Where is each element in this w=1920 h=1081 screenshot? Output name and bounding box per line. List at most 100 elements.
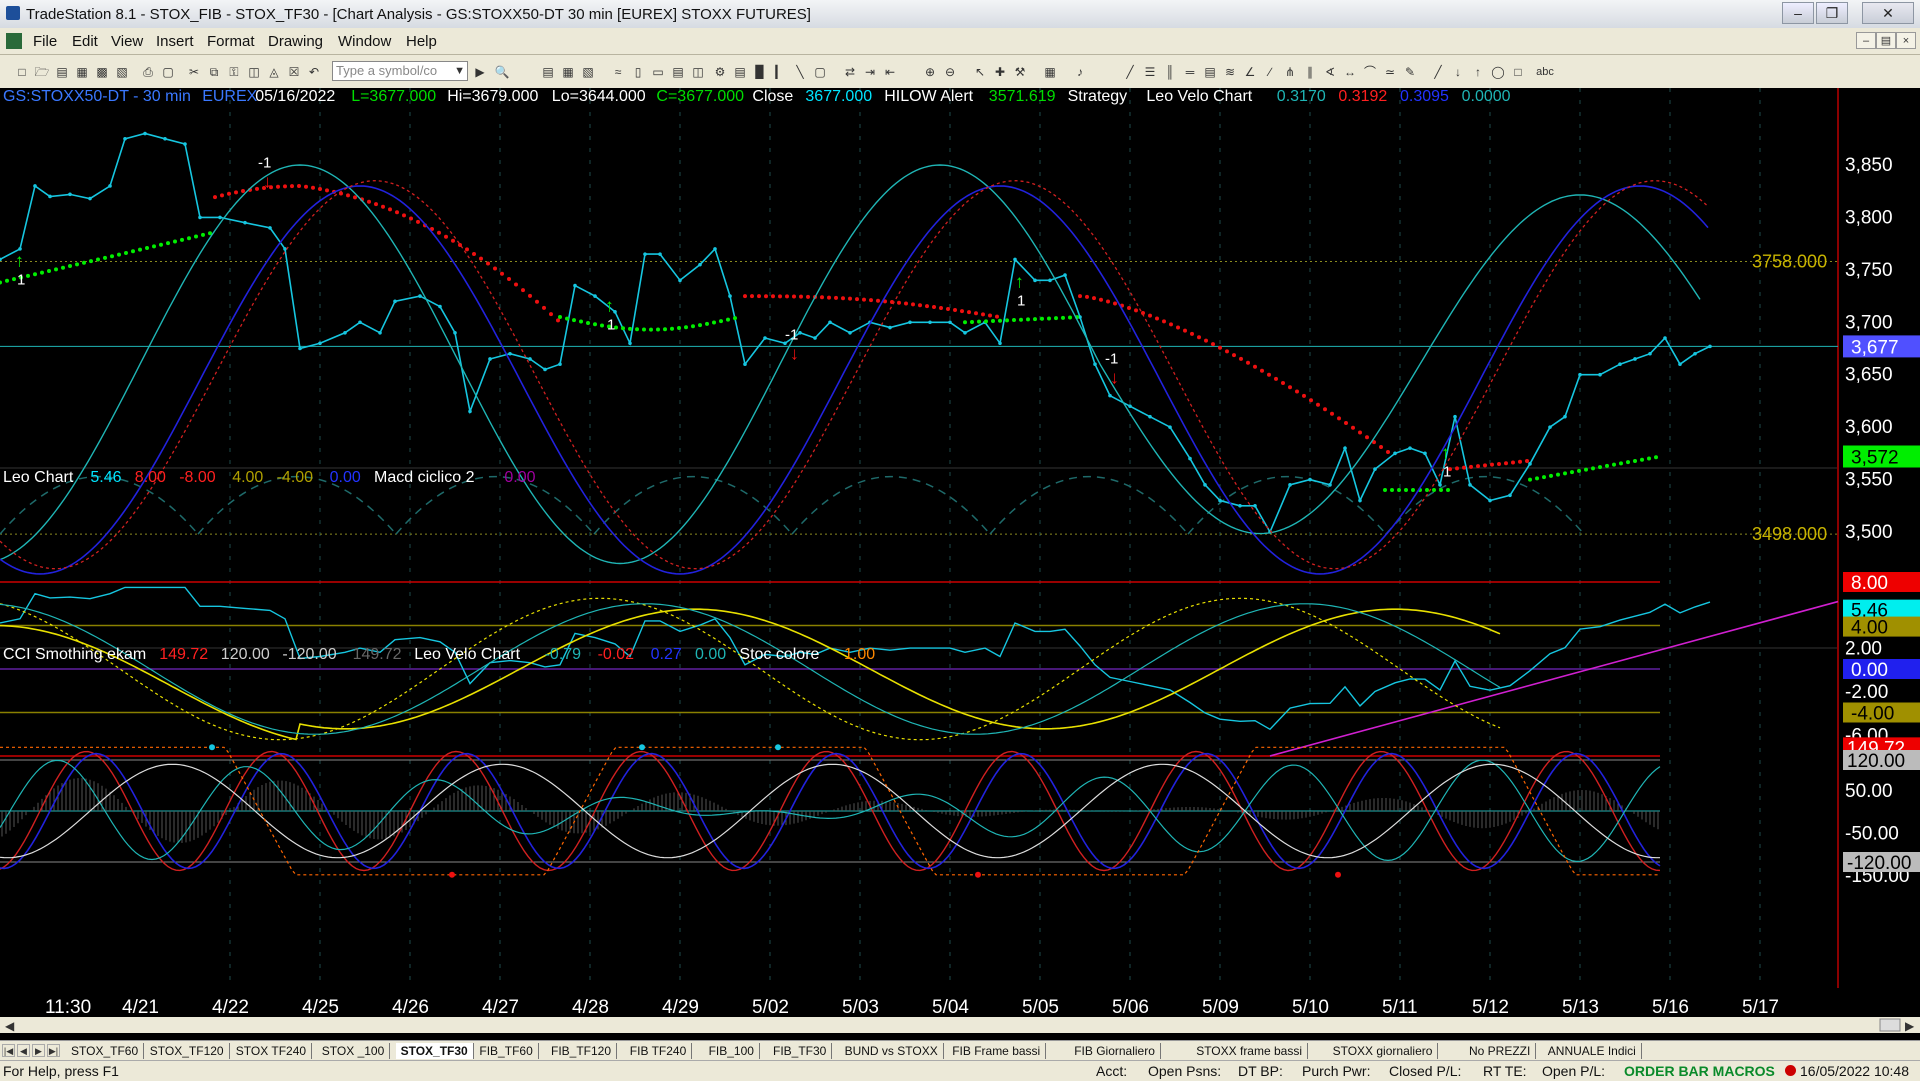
maximize-button[interactable]: ❐: [1816, 2, 1848, 24]
hammer-icon[interactable]: ⚒: [1014, 65, 1026, 79]
arrow-up-tool-icon[interactable]: ↑: [1475, 65, 1481, 79]
window-tile-icon[interactable]: ◫: [692, 65, 704, 79]
text-tool-icon[interactable]: abc: [1536, 66, 1554, 78]
tab-fib-tf30[interactable]: FIB_TF30: [768, 1043, 833, 1059]
window-icon[interactable]: ▢: [814, 65, 826, 79]
portfolio-icon[interactable]: ▭: [652, 65, 664, 79]
horizontal-line-icon[interactable]: ═: [1185, 65, 1195, 79]
horizontal-scrollbar[interactable]: ◀ ▶: [0, 1017, 1920, 1033]
tab-fib-frame-bassi[interactable]: FIB Frame bassi: [947, 1043, 1047, 1059]
menu-insert[interactable]: Insert: [156, 33, 194, 50]
mdi-restore-button[interactable]: ▤: [1876, 32, 1896, 49]
chevron-down-icon[interactable]: ▼: [454, 65, 465, 77]
save-all-icon[interactable]: ▧: [116, 65, 128, 79]
menu-drawing[interactable]: Drawing: [268, 33, 324, 50]
tab-stox-tf60[interactable]: STOX_TF60: [66, 1043, 145, 1059]
angle-icon[interactable]: ∢: [1324, 65, 1336, 79]
andrews-pitchfork-icon[interactable]: ⋔: [1284, 65, 1296, 79]
tab-stox-tf240[interactable]: STOX TF240: [231, 1043, 313, 1059]
new-workspace-icon[interactable]: ▤: [56, 65, 68, 79]
line-tool-icon[interactable]: ╱: [1434, 65, 1442, 79]
save-icon[interactable]: ▩: [96, 65, 108, 79]
gann-fan-icon[interactable]: ≋: [1224, 65, 1236, 79]
pencil-icon[interactable]: ✎: [1404, 65, 1416, 79]
tab-no-prezzi[interactable]: No PREZZI: [1464, 1043, 1537, 1059]
tab-stoxx-frame-bassi[interactable]: STOXX frame bassi: [1191, 1043, 1309, 1059]
line-chart-icon[interactable]: ╲: [796, 65, 804, 79]
menu-edit[interactable]: Edit: [72, 33, 98, 50]
speed-lines-icon[interactable]: ∠: [1244, 65, 1256, 79]
zoom-in-icon[interactable]: ⊕: [924, 65, 936, 79]
tab-fib-tf60[interactable]: FIB_TF60: [474, 1043, 539, 1059]
cut-icon[interactable]: ✂: [188, 65, 200, 79]
matrix-icon[interactable]: ▧: [582, 65, 594, 79]
tab-annuale-indici[interactable]: ANNUALE Indici: [1543, 1043, 1642, 1059]
strategy-icon[interactable]: ▤: [734, 65, 746, 79]
open-workspace-icon[interactable]: ▦: [76, 65, 88, 79]
sound-icon[interactable]: ♪: [1077, 65, 1083, 79]
new-icon[interactable]: □: [18, 65, 26, 79]
tab-stoxx-giornaliero[interactable]: STOXX giornaliero: [1328, 1043, 1439, 1059]
channel-icon[interactable]: ☰: [1144, 65, 1156, 79]
print-preview-icon[interactable]: ▢: [162, 65, 174, 79]
tab-fib-giornaliero[interactable]: FIB Giornaliero: [1069, 1043, 1161, 1059]
tab-stox-tf120[interactable]: STOX_TF120: [145, 1043, 230, 1059]
fib-icon[interactable]: ▤: [1204, 65, 1216, 79]
go-arrow-icon[interactable]: ▶: [475, 65, 485, 79]
tab-next-icon[interactable]: ▶: [32, 1044, 45, 1057]
tab-fib-tf120[interactable]: FIB_TF120: [546, 1043, 618, 1059]
chart-icon[interactable]: ▤: [542, 65, 554, 79]
paste-special-icon[interactable]: ◬: [269, 65, 279, 79]
ray-icon[interactable]: ↔: [1344, 65, 1356, 79]
compress-icon[interactable]: ⇥: [864, 65, 876, 79]
tab-last-icon[interactable]: ▶|: [47, 1044, 60, 1057]
mdi-close-button[interactable]: ×: [1896, 32, 1916, 49]
undo-icon[interactable]: ↶: [308, 65, 320, 79]
scrollbar-thumb[interactable]: [1879, 1018, 1901, 1032]
tab-prev-icon[interactable]: ◀: [17, 1044, 30, 1057]
scanner-icon[interactable]: ▯: [634, 65, 642, 79]
close-button[interactable]: ✕: [1862, 2, 1914, 24]
scroll-right-arrow-icon[interactable]: ▶: [1905, 1019, 1915, 1033]
tab-bund-vs-stoxx[interactable]: BUND vs STOXX: [840, 1043, 944, 1059]
trendline-icon[interactable]: ╱: [1126, 65, 1134, 79]
order-bar-macros[interactable]: ORDER BAR MACROS: [1624, 1063, 1775, 1079]
rectangle-tool-icon[interactable]: □: [1514, 65, 1522, 79]
menu-format[interactable]: Format: [207, 33, 255, 50]
vertical-lines-icon[interactable]: ║: [1165, 65, 1175, 79]
open-icon[interactable]: 🗁: [34, 65, 50, 79]
paste-icon[interactable]: ◫: [248, 65, 260, 79]
scroll-left-icon[interactable]: ⇄: [844, 65, 856, 79]
news-icon[interactable]: ▤: [672, 65, 684, 79]
cycle-icon[interactable]: ≃: [1384, 65, 1396, 79]
arc-icon[interactable]: ⌒: [1363, 65, 1376, 79]
pointer-icon[interactable]: ↖: [974, 65, 986, 79]
mdi-minimize-button[interactable]: –: [1856, 32, 1876, 49]
crosshair-icon[interactable]: ✚: [994, 65, 1006, 79]
tab-fib-100[interactable]: FIB_100: [704, 1043, 760, 1059]
parallel-lines-icon[interactable]: ∥: [1307, 65, 1313, 79]
copy-icon[interactable]: ⧉: [209, 65, 219, 79]
tab-stox-tf30[interactable]: STOX_TF30: [395, 1043, 474, 1059]
arrow-down-tool-icon[interactable]: ↓: [1455, 65, 1461, 79]
radarscreen-icon[interactable]: ▦: [562, 65, 574, 79]
optionstation-icon[interactable]: ≈: [614, 65, 622, 79]
symbol-lookup-icon[interactable]: 🔍: [494, 65, 510, 79]
bar-chart-icon[interactable]: ▉: [755, 65, 765, 79]
zoom-out-icon[interactable]: ⊖: [944, 65, 956, 79]
candle-icon[interactable]: ▎: [775, 65, 785, 79]
tab-fib-tf240[interactable]: FIB TF240: [625, 1043, 693, 1059]
delete-icon[interactable]: ☒: [288, 65, 300, 79]
expand-icon[interactable]: ⇤: [884, 65, 896, 79]
tab-first-icon[interactable]: |◀: [2, 1044, 15, 1057]
ellipse-tool-icon[interactable]: ◯: [1491, 65, 1505, 79]
menu-file[interactable]: File: [33, 33, 58, 50]
menu-help[interactable]: Help: [406, 33, 437, 50]
regression-icon[interactable]: ∕: [1268, 65, 1271, 79]
menu-view[interactable]: View: [111, 33, 144, 50]
data-window-icon[interactable]: ▦: [1044, 65, 1056, 79]
indicator-icon[interactable]: ⚙: [714, 65, 726, 79]
print-icon[interactable]: ⎙: [143, 65, 153, 79]
lock-icon[interactable]: ⚿: [229, 65, 239, 79]
chart-area[interactable]: ↑1-1↓↑1-1↓↑1-1↓↑1 11:30 4/21 4/22 4/25 4/26 4…: [0, 88, 1920, 1040]
